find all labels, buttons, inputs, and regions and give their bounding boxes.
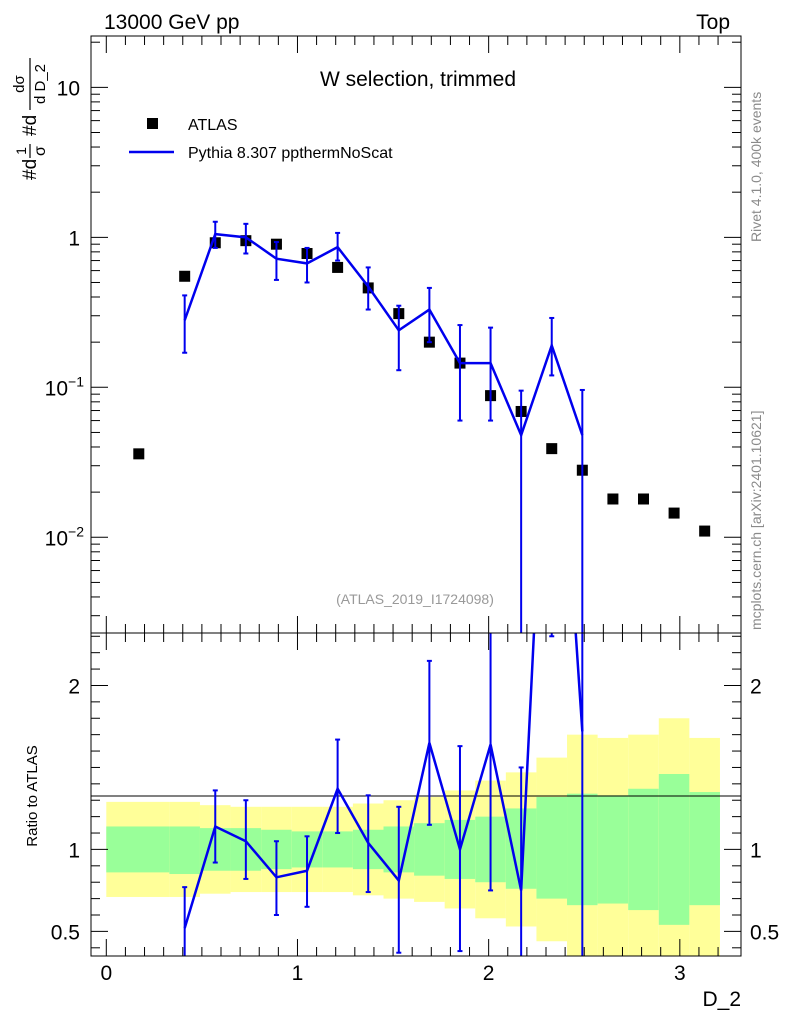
ratio-ylabel: Ratio to ATLAS (24, 745, 41, 846)
ratio-ytick-label-right: 2 (750, 675, 762, 698)
stat-band-bin (597, 795, 629, 904)
main-ytick-label: 10−1 (45, 373, 85, 400)
legend-data-label: ATLAS (188, 117, 238, 134)
x-axis-label: D_2 (702, 988, 741, 1011)
stat-band-bin (322, 831, 353, 868)
x-tick-label: 0 (100, 962, 112, 985)
ratio-bands (106, 718, 720, 956)
plot-title: W selection, trimmed (320, 68, 516, 91)
header-energy: 13000 GeV pp (104, 11, 239, 34)
ratio-frame (90, 632, 742, 957)
stat-band-bin (689, 792, 720, 906)
data-point (332, 261, 344, 273)
ratio-mc-line (183, 633, 584, 929)
stat-band-bin (658, 774, 690, 925)
x-tick-label: 1 (292, 962, 304, 985)
stat-band-bin (169, 826, 200, 875)
svg-text:1: 1 (13, 147, 29, 155)
legend-data-marker (147, 118, 158, 129)
data-point (133, 448, 145, 460)
svg-text:σ: σ (32, 146, 49, 156)
stat-band-bin (536, 796, 568, 899)
data-point (546, 443, 558, 455)
rivet-label: Rivet 4.1.0, 400k events (748, 92, 764, 242)
data-point (699, 525, 711, 537)
data-point (607, 493, 619, 505)
svg-text:#d: #d (20, 159, 41, 180)
main-ticks: 10 1 10−1 10−2 (45, 36, 741, 633)
main-series (133, 220, 711, 633)
analysis-id: (ATLAS_2019_I1724098) (336, 591, 494, 607)
data-point (638, 493, 649, 505)
ratio-ytick-label: 2 (68, 675, 80, 698)
x-tick-label: 3 (674, 962, 686, 985)
legend: ATLAS Pythia 8.307 ppthermNoScat (129, 117, 393, 162)
ratio-ticks: 0 1 2 3 2 2 1 1 0.5 0.5 (51, 633, 779, 985)
ratio-ytick-label-right: 0.5 (750, 921, 779, 944)
svg-text:d D_2: d D_2 (32, 64, 49, 104)
svg-text:#d: #d (20, 115, 41, 136)
main-ytick-label: 1 (68, 227, 80, 250)
legend-mc-label: Pythia 8.307 ppthermNoScat (188, 145, 393, 162)
stat-band-bin (628, 788, 659, 911)
mcplots-label: mcplots.cern.ch [arXiv:2401.10621] (748, 411, 764, 630)
data-point (179, 270, 191, 282)
stat-band-bin (414, 823, 445, 876)
header-tag: Top (696, 11, 730, 34)
ratio-ytick-label: 1 (68, 839, 80, 862)
mc-line (183, 232, 584, 439)
svg-text:dσ: dσ (11, 74, 28, 92)
stat-band-bin (106, 826, 170, 873)
ratio-series (182, 633, 584, 956)
ratio-ytick-label-right: 1 (750, 839, 762, 862)
main-ylabel: #d 1 σ #d dσ d D_2 (11, 58, 49, 180)
x-tick-label: 2 (483, 962, 495, 985)
ratio-ytick-label: 0.5 (51, 921, 80, 944)
main-ytick-label: 10−2 (45, 523, 85, 550)
data-point (668, 507, 680, 519)
main-ytick-label: 10 (57, 77, 80, 100)
